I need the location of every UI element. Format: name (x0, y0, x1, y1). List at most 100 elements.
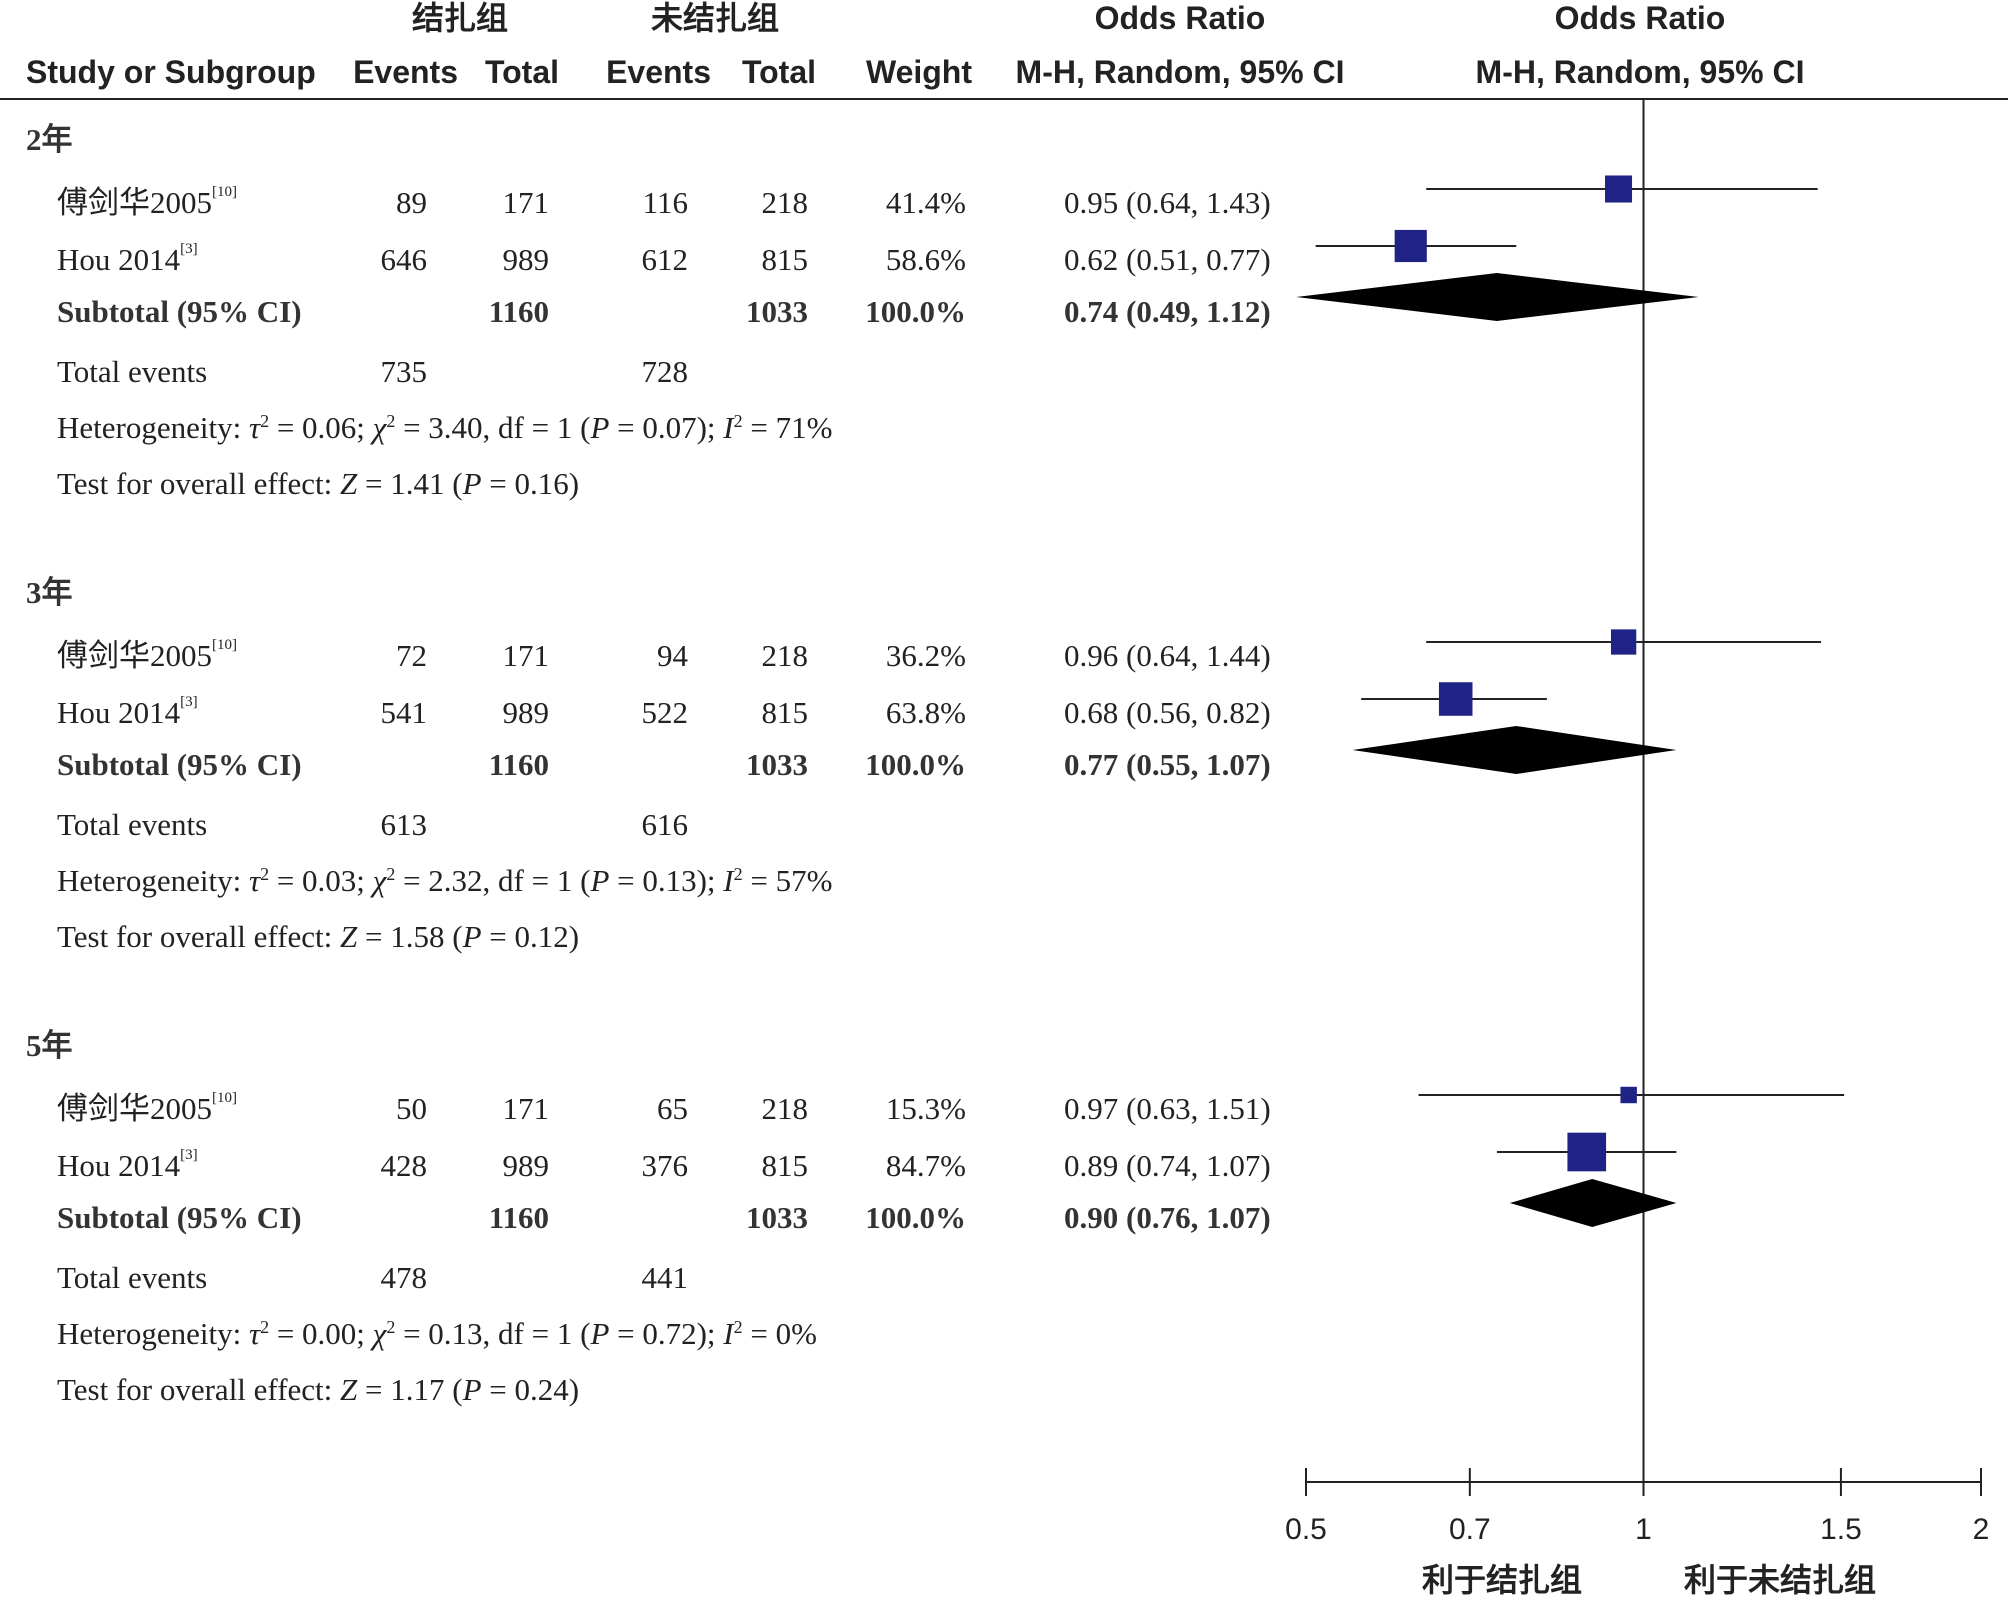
subtotal-total2: 1033 (746, 747, 808, 782)
weight-cell: 36.2% (885, 638, 966, 673)
events1-cell: 541 (380, 695, 428, 730)
subtotal-weight: 100.0% (865, 747, 966, 782)
subtotal-diamond (1296, 273, 1699, 321)
total1-cell: 171 (502, 1091, 550, 1126)
overall-effect-text: Test for overall effect: Z = 1.58 (P = 0… (57, 919, 580, 954)
group2-header: 未结扎组 (650, 0, 779, 36)
subtotal-ci: 0.74 (0.49, 1.12) (1064, 294, 1271, 329)
events1-cell: 72 (396, 638, 427, 673)
study-name: Hou 2014[3] (57, 241, 198, 277)
total1-cell: 989 (502, 1148, 550, 1183)
odds-ratio-plot-method-header: M-H, Random, 95% CI (1475, 54, 1805, 90)
overall-effect-text: Test for overall effect: Z = 1.41 (P = 0… (57, 466, 580, 501)
total1-cell: 171 (502, 638, 550, 673)
events2-cell: 116 (642, 185, 688, 220)
ci-cell: 0.95 (0.64, 1.43) (1064, 185, 1271, 220)
events1-header: Events (353, 54, 458, 90)
events1-cell: 50 (396, 1091, 427, 1126)
study-square (1438, 682, 1473, 716)
subtotal-diamond (1509, 1179, 1677, 1227)
total2-cell: 218 (761, 1091, 809, 1126)
subgroup-label: 5年 (26, 1028, 73, 1063)
total2-cell: 815 (761, 695, 809, 730)
favours-right-label: 利于未结扎组 (1683, 1562, 1876, 1598)
subtotal-weight: 100.0% (865, 1200, 966, 1235)
total-events-label: Total events (57, 1260, 208, 1295)
total2-cell: 815 (761, 1148, 809, 1183)
total2-cell: 218 (761, 185, 809, 220)
total2-cell: 815 (761, 242, 809, 277)
subtotal-label: Subtotal (95% CI) (57, 747, 302, 782)
study-square (1620, 1086, 1637, 1104)
study-name: Hou 2014[3] (57, 694, 198, 730)
total-events-label: Total events (57, 807, 208, 842)
events1-cell: 428 (380, 1148, 428, 1183)
events2-cell: 65 (657, 1091, 688, 1126)
total-events2: 616 (641, 807, 689, 842)
overall-effect-text: Test for overall effect: Z = 1.17 (P = 0… (57, 1372, 580, 1407)
study-square (1605, 175, 1633, 203)
ci-cell: 0.62 (0.51, 0.77) (1064, 242, 1271, 277)
total-events1: 613 (380, 807, 428, 842)
ci-cell: 0.68 (0.56, 0.82) (1064, 695, 1271, 730)
subtotal-total2: 1033 (746, 1200, 808, 1235)
total-events1: 478 (380, 1260, 428, 1295)
weight-cell: 41.4% (885, 185, 966, 220)
events1-cell: 646 (380, 242, 428, 277)
total-events1: 735 (380, 354, 428, 389)
study-name: 傅剑华2005[10] (57, 1090, 237, 1126)
total1-cell: 989 (502, 695, 550, 730)
events2-cell: 376 (641, 1148, 689, 1183)
subtotal-weight: 100.0% (865, 294, 966, 329)
subtotal-total1: 1160 (488, 1200, 549, 1235)
x-axis-tick-label: 1 (1635, 1513, 1652, 1546)
total2-header: Total (741, 54, 816, 90)
events2-cell: 612 (641, 242, 689, 277)
study-name: Hou 2014[3] (57, 1147, 198, 1183)
group1-header: 结扎组 (411, 0, 508, 36)
events2-header: Events (606, 54, 711, 90)
x-axis-tick-label: 0.5 (1285, 1513, 1327, 1546)
events1-cell: 89 (396, 185, 427, 220)
odds-ratio-method-header: M-H, Random, 95% CI (1015, 54, 1345, 90)
x-axis-tick-label: 1.5 (1820, 1513, 1862, 1546)
total1-cell: 989 (502, 242, 550, 277)
subtotal-ci: 0.90 (0.76, 1.07) (1064, 1200, 1271, 1235)
total1-cell: 171 (502, 185, 550, 220)
weight-cell: 58.6% (885, 242, 966, 277)
subtotal-label: Subtotal (95% CI) (57, 1200, 302, 1235)
study-square (1394, 229, 1427, 263)
odds-ratio-text-header: Odds Ratio (1094, 0, 1266, 36)
total-events-label: Total events (57, 354, 208, 389)
x-axis-tick-label: 2 (1972, 1513, 1990, 1546)
weight-header: Weight (865, 54, 972, 90)
subtotal-total1: 1160 (488, 294, 549, 329)
study-square (1610, 629, 1637, 655)
ci-cell: 0.97 (0.63, 1.51) (1064, 1091, 1271, 1126)
heterogeneity-text: Heterogeneity: τ2 = 0.00; χ2 = 0.13, df … (57, 1316, 817, 1351)
subgroup-label: 3年 (26, 575, 73, 610)
study-name: 傅剑华2005[10] (57, 184, 237, 220)
total-events2: 728 (641, 354, 689, 389)
favours-left-label: 利于结扎组 (1421, 1562, 1582, 1598)
study-header: Study or Subgroup (26, 54, 316, 90)
heterogeneity-text: Heterogeneity: τ2 = 0.06; χ2 = 3.40, df … (57, 410, 833, 445)
total1-header: Total (484, 54, 559, 90)
heterogeneity-text: Heterogeneity: τ2 = 0.03; χ2 = 2.32, df … (57, 863, 833, 898)
ci-cell: 0.96 (0.64, 1.44) (1064, 638, 1271, 673)
odds-ratio-plot-header: Odds Ratio (1554, 0, 1726, 36)
study-square (1567, 1132, 1607, 1172)
x-axis-tick-label: 0.7 (1448, 1513, 1491, 1546)
total-events2: 441 (641, 1260, 689, 1295)
study-name: 傅剑华2005[10] (57, 637, 237, 673)
events2-cell: 94 (657, 638, 688, 673)
weight-cell: 15.3% (885, 1091, 966, 1126)
subtotal-ci: 0.77 (0.55, 1.07) (1064, 747, 1271, 782)
subtotal-total2: 1033 (746, 294, 808, 329)
subtotal-label: Subtotal (95% CI) (57, 294, 302, 329)
subgroup-label: 2年 (26, 122, 73, 157)
ci-cell: 0.89 (0.74, 1.07) (1064, 1148, 1271, 1183)
events2-cell: 522 (641, 695, 689, 730)
weight-cell: 63.8% (885, 695, 966, 730)
